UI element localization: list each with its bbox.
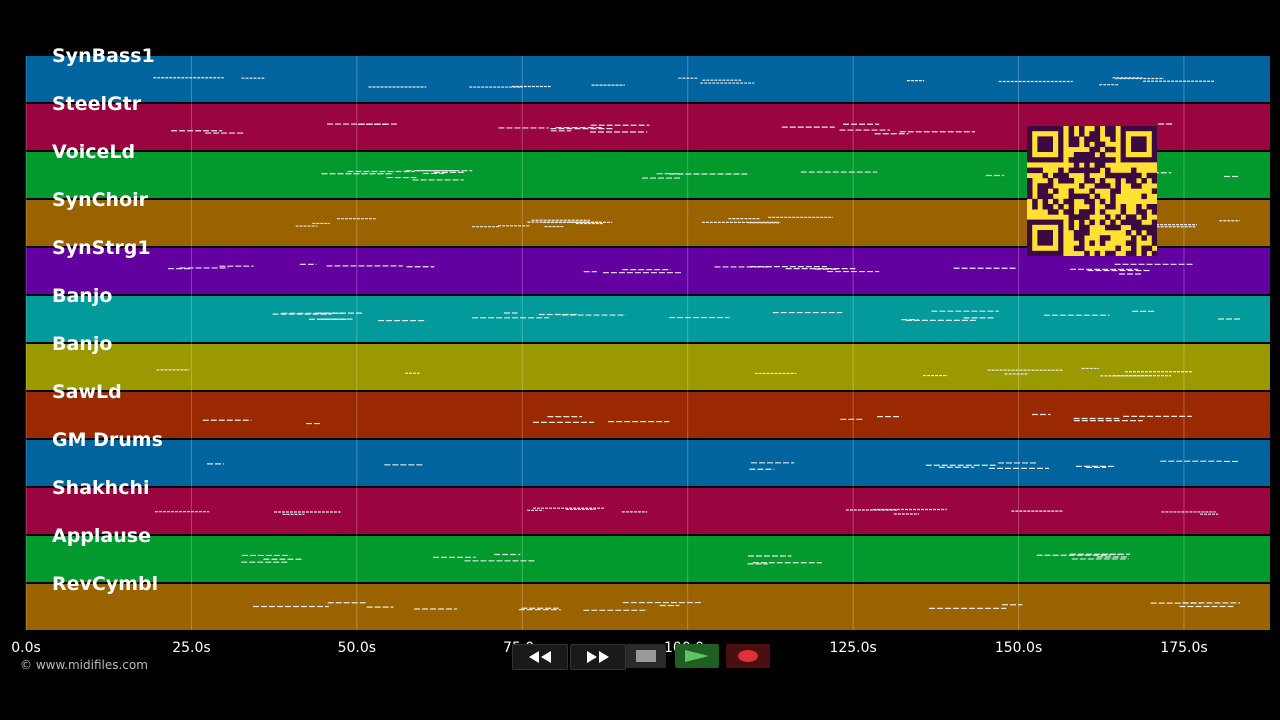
- time-tick-label: 50.0s: [337, 640, 377, 656]
- time-tick-label: 175.0s: [1160, 640, 1208, 656]
- record-button[interactable]: [726, 644, 770, 668]
- copyright-text: © www.midifiles.com: [20, 658, 148, 672]
- track-lane: [26, 536, 1270, 582]
- track-label: Banjo: [52, 333, 113, 355]
- track-label: SteelGtr: [52, 93, 142, 115]
- fast-forward-icon: [587, 651, 609, 663]
- time-tick-label: 125.0s: [829, 640, 877, 656]
- transport-controls: [512, 644, 770, 670]
- track-lane: [26, 296, 1270, 342]
- stop-button[interactable]: [626, 644, 666, 668]
- play-icon: [685, 650, 709, 662]
- play-button[interactable]: [675, 644, 719, 668]
- track-label: SynChoir: [52, 189, 149, 211]
- stop-icon: [636, 650, 656, 662]
- rewind-icon: [529, 651, 551, 663]
- track-lane: [26, 584, 1270, 630]
- time-tick-label: 150.0s: [994, 640, 1043, 656]
- qr-code: [1027, 126, 1157, 256]
- track-label: GM Drums: [52, 429, 163, 451]
- track-label: SynBass1: [52, 45, 155, 67]
- track-label: SynStrg1: [52, 237, 151, 259]
- track-label: RevCymbl: [52, 573, 159, 595]
- track-label: Applause: [52, 525, 151, 547]
- track-lane: [26, 392, 1270, 438]
- track-lane: [26, 56, 1270, 102]
- track-label: VoiceLd: [52, 141, 136, 163]
- track-label: Banjo: [52, 285, 113, 307]
- rewind-button[interactable]: [512, 644, 568, 670]
- record-icon: [738, 650, 758, 662]
- time-tick-label: 25.0s: [172, 640, 211, 656]
- track-lane: [26, 488, 1270, 534]
- track-lane: [26, 440, 1270, 486]
- track-label: SawLd: [52, 381, 122, 403]
- fast-forward-button[interactable]: [570, 644, 626, 670]
- track-lane: [26, 344, 1270, 390]
- time-tick-label: 0.0s: [11, 640, 41, 656]
- track-label: Shakhchi: [52, 477, 150, 499]
